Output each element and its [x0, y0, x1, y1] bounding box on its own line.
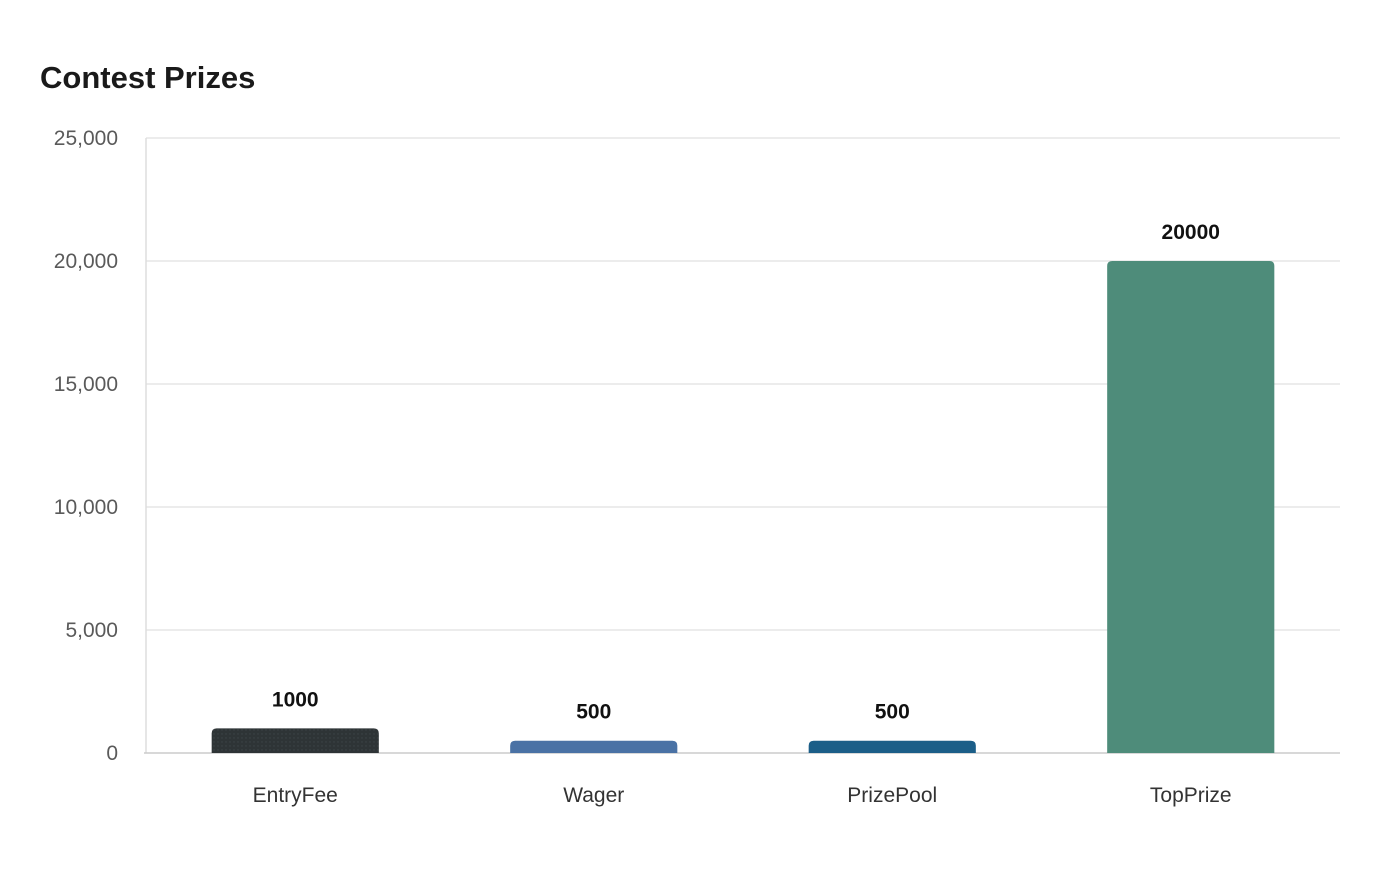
- y-tick-label: 5,000: [65, 619, 118, 642]
- bar-topprize: [1107, 261, 1275, 753]
- labels: 0 5,000 10,000 15,000 20,000 25,000 1000 EntryF…: [54, 127, 1232, 807]
- x-tick-label: Wager: [563, 784, 624, 807]
- bar-prizepool: [808, 740, 976, 753]
- bars: [211, 261, 1275, 753]
- y-tick-label: 25,000: [54, 127, 118, 150]
- y-tick-label: 15,000: [54, 373, 118, 396]
- data-label: 500: [875, 701, 910, 724]
- x-tick-label: TopPrize: [1150, 784, 1232, 807]
- data-label: 20000: [1162, 221, 1220, 244]
- bar-wager: [510, 740, 678, 753]
- y-tick-label: 20,000: [54, 250, 118, 273]
- x-tick-label: PrizePool: [847, 784, 937, 807]
- y-tick-label: 0: [106, 742, 118, 765]
- data-label: 500: [576, 701, 611, 724]
- chart-title: Contest Prizes: [40, 60, 256, 95]
- x-tick-label: EntryFee: [253, 784, 338, 807]
- data-label: 1000: [272, 688, 319, 711]
- bar-entryfee: [211, 728, 379, 753]
- y-tick-label: 10,000: [54, 496, 118, 519]
